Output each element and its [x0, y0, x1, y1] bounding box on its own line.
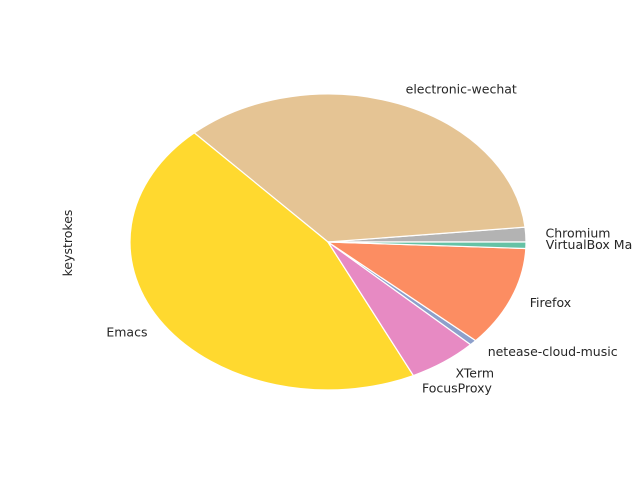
pie-labels: Chromium electronic-wechat Emacs FocusProxy…: [106, 81, 632, 395]
pie-label-firefox: Firefox: [530, 295, 571, 310]
pie-slices: [129, 93, 527, 391]
pie-slice-emacs: [129, 132, 415, 391]
pie-label-focusproxy: FocusProxy: [422, 380, 493, 395]
pie-slice-electronic-wechat: [193, 93, 526, 243]
pie-label-emacs: Emacs: [106, 325, 147, 340]
pie-label-netease-cloud-music: netease-cloud-music: [488, 344, 618, 359]
pie-slice-firefox: [327, 241, 527, 342]
pie-label-chromium: Chromium: [546, 225, 611, 240]
y-axis-label: keystrokes: [60, 210, 75, 277]
pie-label-virtualbox-ma: VirtualBox Ma: [546, 237, 633, 252]
pie-label-electronic-wechat: electronic-wechat: [406, 81, 517, 96]
pie-slice-virtualbox-ma: [327, 241, 527, 250]
pie-label-xterm: XTerm: [455, 366, 494, 381]
